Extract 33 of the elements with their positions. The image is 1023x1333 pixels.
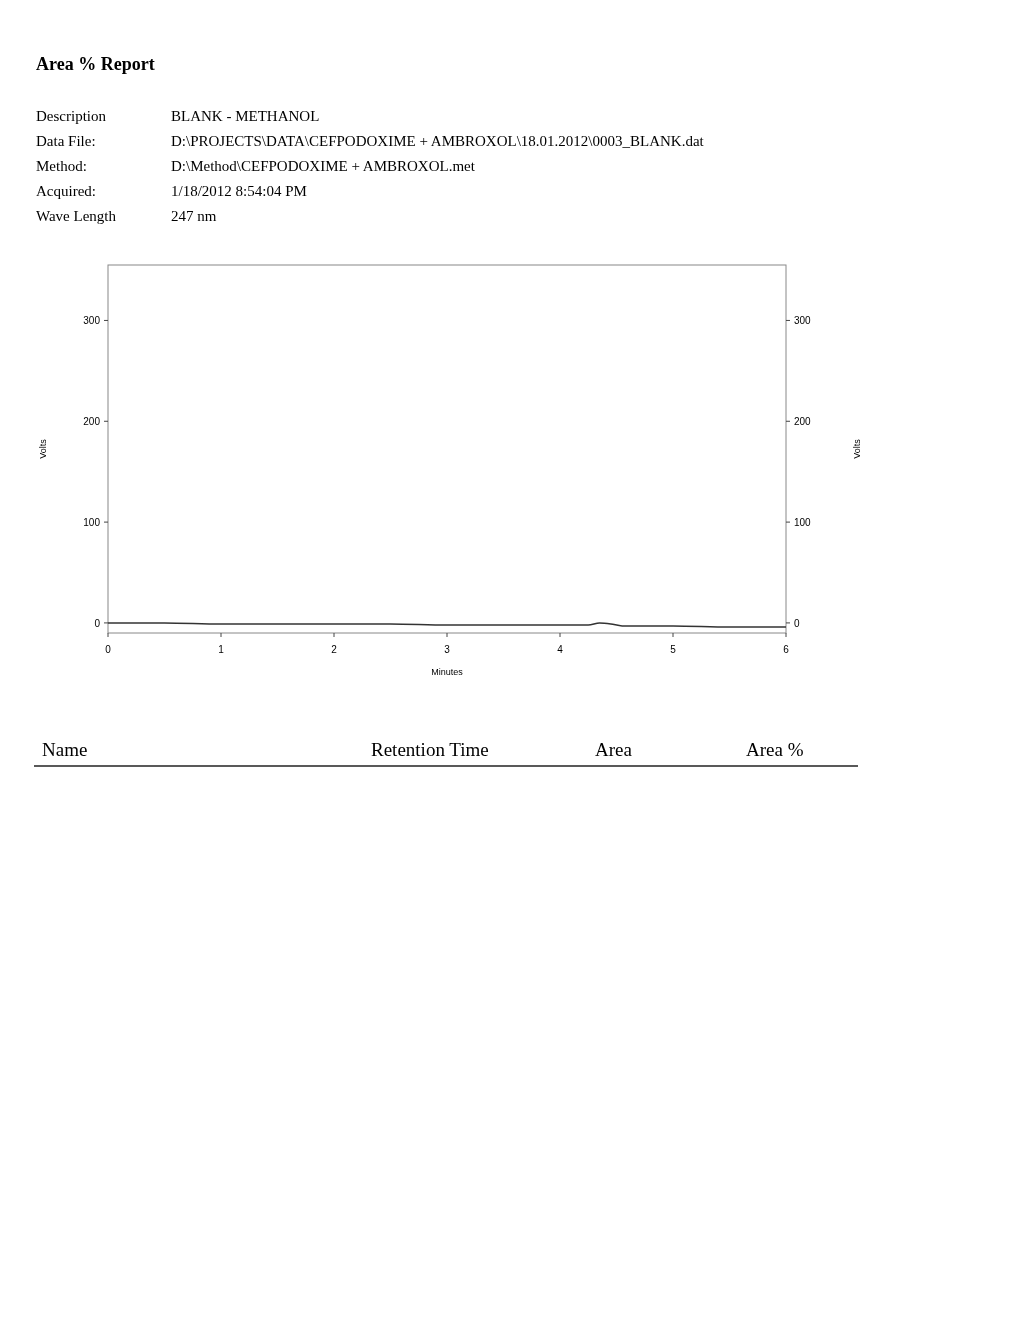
x-tick-label: 2 — [331, 644, 338, 655]
y2-tick-label: 0 — [794, 617, 800, 629]
text: Area % — [746, 739, 804, 760]
x-tick-label: 1 — [218, 644, 225, 655]
text: Data File: — [36, 133, 96, 149]
text: Method: — [36, 158, 87, 174]
text: BLANK - METHANOL — [171, 108, 320, 124]
y-tick-label: 300 — [83, 315, 101, 327]
x-axis-title: Minutes — [431, 667, 464, 677]
x-tick-label: 5 — [670, 644, 677, 655]
y2-tick-label: 200 — [794, 416, 812, 428]
text: Description — [36, 108, 107, 124]
y-tick-label: 200 — [83, 416, 101, 428]
text: Wave Length — [36, 208, 117, 224]
text: Acquired: — [36, 183, 96, 199]
text: D:\Method\CEFPODOXIME + AMBROXOL.met — [171, 158, 476, 174]
text: 1/18/2012 8:54:04 PM — [171, 183, 307, 199]
chart-title: Area % Report — [36, 54, 155, 74]
text: D:\PROJECTS\DATA\CEFPODOXIME + AMBROXOL\18.01.2012\0003_BLANK.dat — [171, 133, 705, 149]
y-axis-title: Volts — [38, 438, 48, 459]
y2-tick-label: 100 — [794, 517, 812, 529]
y-tick-label: 100 — [83, 517, 101, 529]
y2-axis-title: Volts — [852, 438, 862, 459]
x-tick-label: 4 — [557, 644, 564, 655]
y-tick-label: 0 — [94, 617, 101, 629]
text: Name — [42, 739, 88, 760]
y2-tick-label: 300 — [794, 315, 812, 327]
x-tick-label: 3 — [444, 644, 451, 655]
x-tick-label: 0 — [105, 644, 112, 655]
text: Retention Time — [371, 739, 489, 760]
text: Area — [595, 739, 633, 760]
text: 247 nm — [171, 208, 217, 224]
x-tick-label: 6 — [783, 644, 790, 655]
